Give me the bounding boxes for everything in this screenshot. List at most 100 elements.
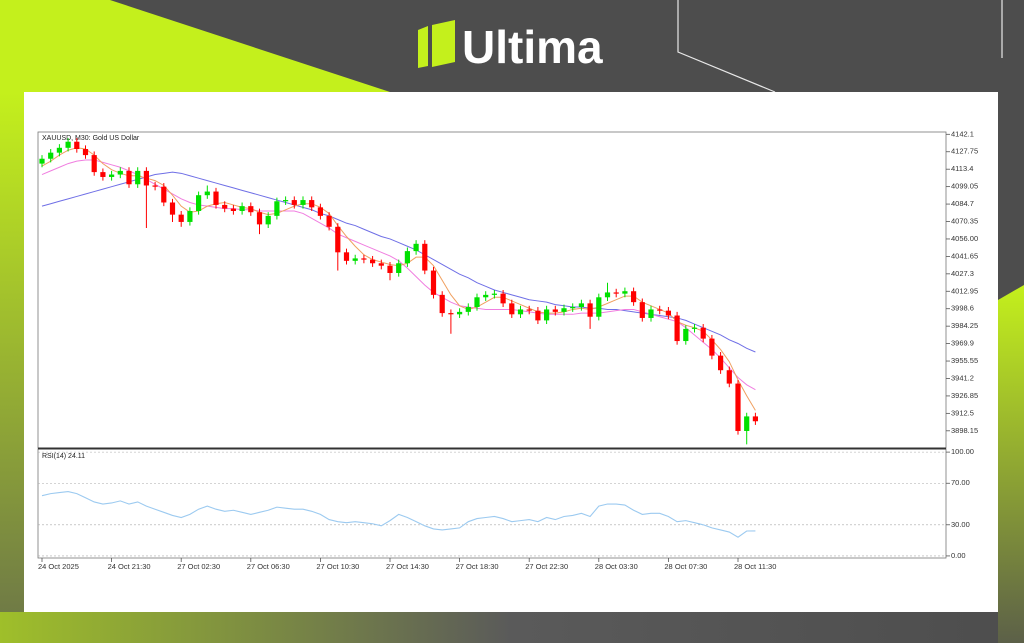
candle-body: [361, 258, 367, 260]
candle-body: [178, 214, 184, 222]
y-tick-label: 4070.35: [951, 216, 978, 225]
candle-body: [613, 292, 619, 294]
candle-body: [109, 174, 115, 177]
y-tick-label: 3898.15: [951, 426, 978, 435]
candle-body: [561, 308, 567, 312]
x-tick-label: 24 Oct 2025: [38, 562, 79, 571]
y-tick-label: 3984.25: [951, 321, 978, 330]
y-tick-label: 4012.95: [951, 286, 978, 295]
candle-body: [683, 328, 689, 342]
candle-body: [396, 263, 402, 273]
moving-average-line: [41, 171, 756, 353]
candle-body: [100, 172, 106, 177]
candle-body: [674, 315, 680, 342]
x-tick-label: 27 Oct 10:30: [316, 562, 359, 571]
x-tick-label: 27 Oct 18:30: [456, 562, 499, 571]
candle-body: [378, 263, 384, 266]
candle-body: [309, 200, 315, 208]
indicator-title: RSI(14) 24.11: [42, 453, 85, 460]
candle-body: [65, 141, 71, 148]
accent-shape: [0, 92, 24, 643]
accent-shape: [998, 285, 1024, 643]
candle-body: [291, 200, 297, 205]
accent-shape: [0, 0, 390, 92]
candle-body: [196, 195, 202, 211]
candle-body: [335, 226, 341, 253]
candle-body: [143, 170, 149, 186]
x-tick-label: 27 Oct 14:30: [386, 562, 429, 571]
candle-body: [483, 294, 489, 298]
candle-body: [343, 252, 350, 261]
candle-body: [578, 303, 584, 308]
candle-body: [230, 208, 236, 211]
candle-body: [491, 293, 497, 295]
candle-body: [439, 294, 445, 314]
candle-body: [283, 200, 289, 202]
y-tick-label: 4027.3: [951, 269, 974, 278]
candle-body: [91, 155, 97, 173]
candle-body: [709, 338, 715, 356]
candle-body: [39, 158, 45, 164]
y-tick-label: 4142.1: [951, 129, 974, 138]
y-tick-label: 3955.55: [951, 356, 978, 365]
logo-icon: [418, 26, 428, 68]
candle-body: [457, 311, 463, 315]
candle-body: [274, 201, 280, 216]
candle-body: [117, 170, 123, 175]
candle-body: [639, 302, 645, 318]
candle-body: [187, 211, 193, 222]
candle-body: [152, 185, 158, 187]
candle-body: [474, 297, 480, 308]
candle-body: [256, 212, 263, 225]
y-tick-label: 3926.85: [951, 391, 978, 400]
candle-body: [422, 243, 428, 271]
candle-body: [752, 416, 758, 422]
candle-body: [135, 170, 141, 185]
candle-body: [657, 309, 663, 311]
candle-body: [509, 303, 515, 315]
candle-body: [387, 265, 393, 273]
candle-body: [500, 293, 506, 304]
candle-body: [744, 416, 750, 431]
x-tick-label: 28 Oct 07:30: [664, 562, 707, 571]
candle-body: [465, 307, 471, 312]
y-tick-label: 4099.05: [951, 182, 978, 191]
indicator-line: [41, 491, 756, 538]
candle-body: [552, 309, 558, 312]
x-tick-label: 24 Oct 21:30: [108, 562, 151, 571]
y-tick-label: 100.00: [951, 447, 974, 456]
candle-body: [317, 207, 323, 216]
y-tick-label: 4041.65: [951, 251, 978, 260]
candle-body: [404, 251, 410, 264]
candle-body: [48, 152, 54, 159]
y-tick-label: 0.00: [951, 551, 966, 560]
candle-body: [631, 291, 637, 303]
candle-body: [570, 307, 576, 309]
y-tick-label: 3969.9: [951, 339, 974, 348]
y-tick-label: 4127.75: [951, 147, 978, 156]
chart-title: XAUUSD, M30: Gold US Dollar: [42, 135, 140, 142]
candle-body: [544, 309, 550, 321]
accent-shape: [0, 612, 1024, 643]
candle-body: [82, 149, 89, 156]
x-tick-label: 27 Oct 22:30: [525, 562, 568, 571]
candle-body: [74, 141, 80, 150]
candle-body: [352, 258, 358, 261]
candle-body: [204, 191, 210, 196]
candle-body: [222, 204, 228, 209]
candle-body: [161, 186, 167, 203]
y-tick-label: 4084.7: [951, 199, 974, 208]
candle-body: [718, 355, 724, 371]
candle-body: [535, 310, 541, 321]
candle-body: [248, 206, 254, 213]
y-tick-label: 30.00: [951, 520, 970, 529]
y-tick-label: 3912.5: [951, 408, 974, 417]
candle-body: [448, 313, 454, 315]
candle-body: [526, 309, 532, 311]
candle-body: [700, 327, 706, 339]
candle-body: [169, 202, 176, 215]
x-tick-label: 28 Oct 03:30: [595, 562, 638, 571]
candle-body: [413, 243, 419, 252]
y-tick-label: 4056.00: [951, 234, 978, 243]
